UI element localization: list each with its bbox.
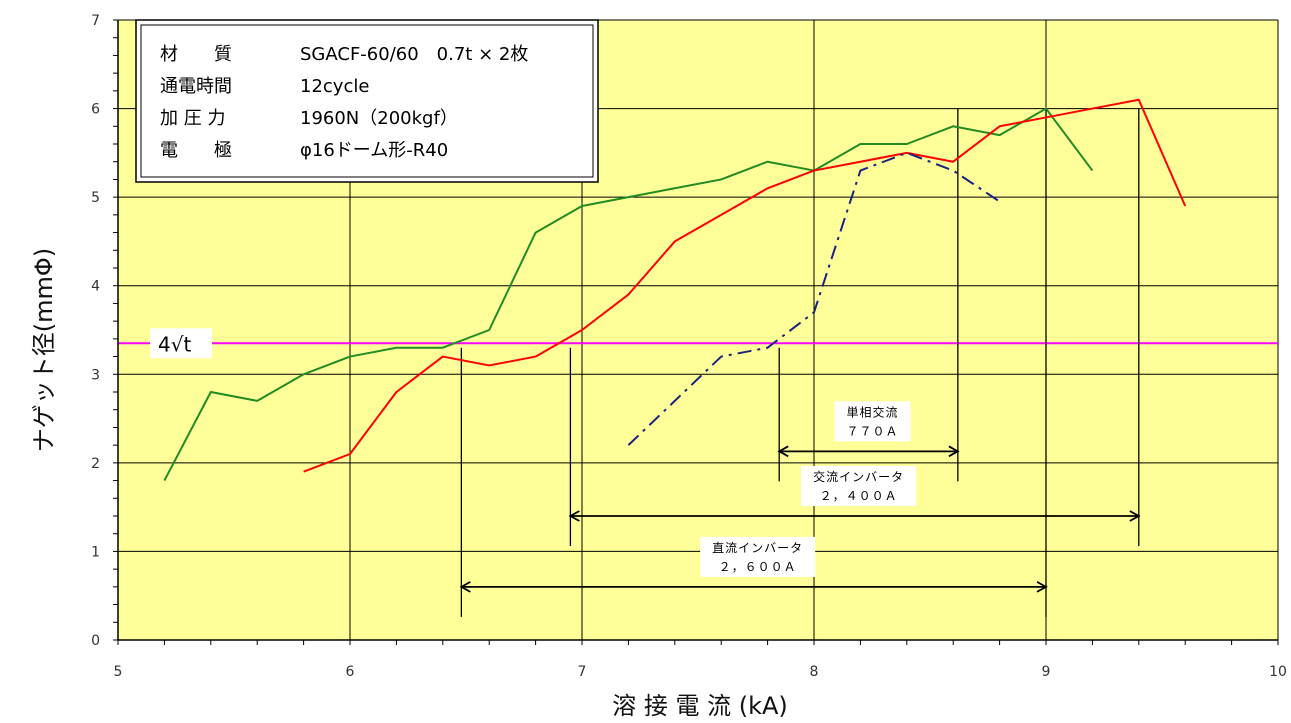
series-line-1: [163, 107, 1094, 482]
info-box-label: 通電時間: [160, 76, 232, 97]
y-axis-title: ナゲット径(mmΦ): [30, 248, 58, 452]
y-tick-label: 7: [91, 13, 100, 29]
info-box-value: SGACF-60/60 0.7t × 2枚: [300, 44, 528, 65]
y-tick-label: 3: [91, 367, 100, 383]
range-label-background: [834, 401, 911, 442]
range-label-line-1: 単相交流: [847, 404, 899, 419]
info-box-label: 材 質: [160, 44, 232, 65]
x-tick-label: 6: [346, 664, 355, 680]
range-arrow-head-right: [1129, 510, 1141, 522]
x-tick-label: 5: [114, 664, 123, 680]
range-arrow-head-right: [948, 445, 960, 458]
range-label-line-1: 直流インバータ: [712, 541, 803, 555]
y-tick-label: 0: [91, 633, 100, 649]
range-label-line-1: 交流インバータ: [813, 469, 904, 484]
x-tick-label: 9: [1042, 664, 1051, 680]
info-box-value: φ16ドーム形-R40: [300, 140, 448, 161]
range-label-background: [700, 536, 816, 577]
range-arrow-head-right: [1036, 581, 1048, 593]
y-tick-label: 1: [91, 544, 100, 560]
info-box-label: 加 圧 力: [160, 108, 225, 129]
y-tick-label: 2: [91, 456, 100, 472]
tick-labels: 5 6 7 8 9 10 0 1 2 3 4 5 6 7: [91, 13, 1287, 680]
info-box-value: 12cycle: [300, 76, 369, 97]
info-box-outer-border: [135, 19, 599, 183]
info-box-value: 1960N（200kgf）: [300, 108, 458, 129]
axes: [117, 20, 1278, 641]
y-tick-label: 4: [91, 279, 100, 295]
range-arrow-head-left: [568, 510, 580, 522]
range-label-background: [801, 466, 917, 506]
y-tick-label: 6: [91, 102, 100, 118]
minor-ticks: [113, 19, 1279, 645]
range-annotations: 単相交流 ７７０Ａ 交流インバータ ２，４００Ａ 直流インバータ ２，６００Ａ: [459, 401, 1141, 593]
reference-label-background: [150, 328, 212, 359]
x-tick-label: 7: [578, 664, 587, 680]
y-tick-label: 5: [91, 190, 100, 206]
series-line-3: [627, 151, 1001, 446]
series-line-2: [303, 98, 1187, 473]
range-arrow-head-left: [459, 581, 471, 593]
reference-label: 4√t: [158, 332, 191, 356]
range-label-line-2: ２，４００Ａ: [820, 489, 898, 503]
x-tick-label: 8: [810, 664, 819, 680]
reference-line-group: 4√t: [118, 328, 1278, 359]
info-box-label: 電 極: [160, 140, 232, 161]
x-tick-label: 10: [1269, 664, 1287, 680]
range-label-line-2: ７７０Ａ: [847, 424, 899, 438]
series-group: [163, 98, 1187, 482]
info-box-inner-border: [140, 24, 594, 178]
range-arrow-head-left: [777, 445, 789, 458]
range-label-line-2: ２，６００Ａ: [719, 560, 797, 574]
range-vertical-lines: [460, 108, 1140, 617]
x-axis-title: 溶 接 電 流 (kA): [612, 692, 788, 720]
